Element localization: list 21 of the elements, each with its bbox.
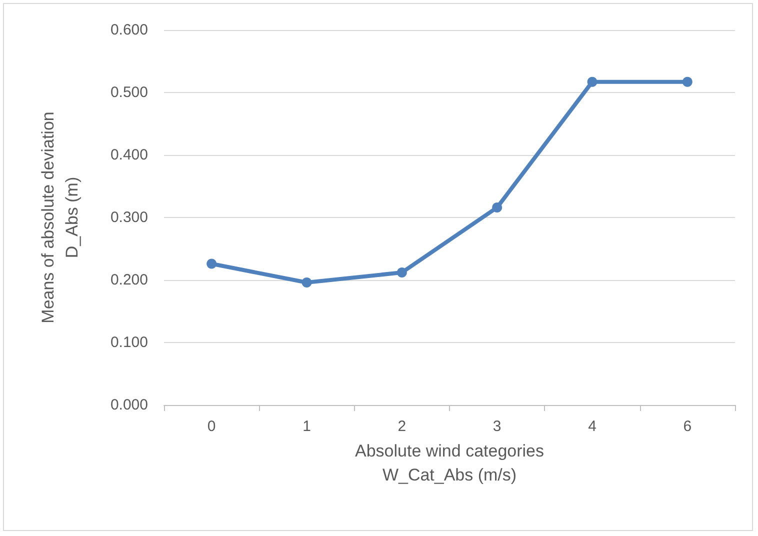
x-axis-title: Absolute wind categories W_Cat_Abs (m/s) [354,441,544,484]
point [206,258,217,269]
point [682,76,692,87]
x-tick-label: 1 [302,418,311,435]
x-tick-label: 4 [588,418,596,435]
y-tick-label: 0.300 [110,209,148,226]
x-tick-label: 0 [207,418,216,435]
y-tick-label: 0.600 [110,22,148,38]
y-axis-title: Means of absolute deviation D_Abs (m) [38,112,82,324]
x-tick-label: 2 [398,418,406,435]
y-tick-label: 0.400 [110,146,148,164]
point [587,76,598,87]
point [396,268,407,278]
y-tick-label: 0.000 [110,396,148,414]
x-tick-label: 6 [683,418,692,435]
y-tick-label: 0.200 [110,272,148,288]
y-tick-label: 0.100 [110,334,148,351]
y-tick-label: 0.500 [110,84,148,101]
point [492,202,502,212]
x-tick-label: 3 [492,418,502,435]
point [302,278,312,288]
